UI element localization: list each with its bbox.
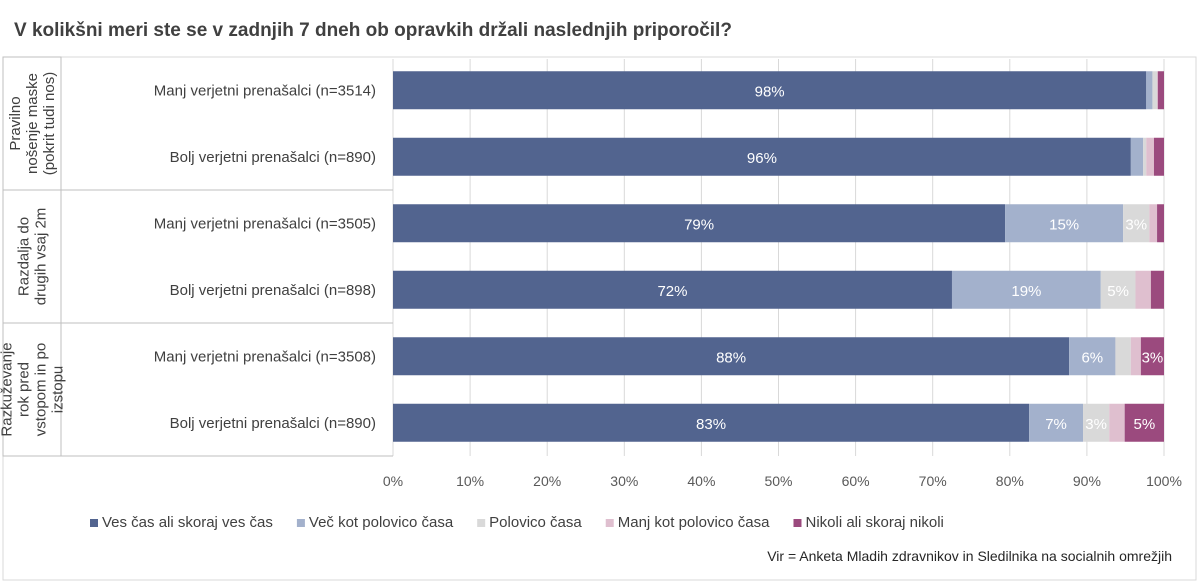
x-tick-label: 70% — [919, 473, 947, 489]
data-label: 5% — [1107, 283, 1129, 300]
data-label: 19% — [1011, 283, 1041, 300]
chart-border — [2, 56, 1197, 581]
bar-segment — [1069, 337, 1116, 376]
data-label: 15% — [1049, 216, 1079, 233]
bar-segment — [1123, 204, 1150, 243]
bar-segment — [1083, 403, 1110, 442]
bar-segment — [1157, 71, 1164, 110]
data-label: 5% — [1133, 416, 1155, 433]
bar-segment — [393, 137, 1131, 176]
data-label: 98% — [755, 83, 785, 100]
x-tick-label: 80% — [996, 473, 1024, 489]
bar-segment — [1130, 137, 1144, 176]
x-tick-label: 20% — [533, 473, 561, 489]
bar-segment — [393, 270, 952, 309]
data-label: 3% — [1125, 216, 1147, 233]
data-label: 83% — [696, 416, 726, 433]
category-label: Bolj verjetni prenašalci (n=898) — [170, 282, 376, 299]
data-label: 96% — [747, 150, 777, 167]
chart-title: V kolikšni meri ste se v zadnjih 7 dneh … — [14, 20, 732, 41]
legend-swatch — [90, 519, 98, 527]
bar-segment — [393, 337, 1070, 376]
bar-segment — [1135, 270, 1151, 309]
bar-segment — [393, 71, 1147, 110]
group-label: Pravilnonošenje maske(pokrit tudi nos) — [7, 72, 58, 175]
x-tick-label: 30% — [610, 473, 638, 489]
x-tick-label: 100% — [1146, 473, 1182, 489]
bar-segment — [1140, 337, 1164, 376]
legend-entry: Manj kot polovico časa — [618, 514, 770, 531]
legend-swatch — [605, 519, 614, 527]
bar-segment — [1005, 204, 1124, 243]
group-label: Razkuževanjerok predvstopom in poizstopu — [0, 342, 67, 436]
bar-segment — [1115, 337, 1131, 376]
bar-segment — [1124, 403, 1164, 442]
bar-segment — [1150, 270, 1164, 309]
bar-segment — [1109, 403, 1125, 442]
x-tick-label: 10% — [456, 473, 484, 489]
bar-segment — [951, 270, 1101, 309]
source-note: Vir = Anketa Mladih zdravnikov in Sledil… — [767, 548, 1172, 564]
category-label: Manj verjetni prenašalci (n=3508) — [154, 348, 376, 365]
data-label: 79% — [684, 216, 714, 233]
legend-entry: Več kot polovico časa — [309, 514, 454, 531]
data-label: 88% — [716, 349, 746, 366]
bar-segment — [1157, 71, 1158, 110]
legend-entry: Nikoli ali skoraj nikoli — [805, 514, 943, 531]
bar-segment — [393, 204, 1006, 243]
legend-swatch — [477, 519, 486, 527]
bar-segment — [1157, 204, 1164, 243]
bar-segment — [1152, 71, 1158, 110]
bar-segment — [1143, 137, 1147, 176]
legend-entry: Ves čas ali skoraj ves čas — [102, 514, 273, 531]
data-label: 3% — [1142, 349, 1164, 366]
bar-segment — [1146, 137, 1154, 176]
bar-segment — [393, 403, 1030, 442]
data-label: 6% — [1081, 349, 1103, 366]
x-tick-label: 50% — [764, 473, 792, 489]
bar-segment — [1029, 403, 1084, 442]
x-tick-label: 90% — [1073, 473, 1101, 489]
bar-segment — [1146, 71, 1153, 110]
group-label: Razdalja dodrugih vsaj 2m — [16, 208, 50, 306]
bar-segment — [1149, 204, 1158, 243]
data-label: 3% — [1085, 416, 1107, 433]
x-tick-label: 40% — [687, 473, 715, 489]
bar-segment — [1130, 337, 1141, 376]
category-label: Bolj verjetni prenašalci (n=890) — [170, 415, 376, 432]
category-label: Manj verjetni prenašalci (n=3505) — [154, 215, 376, 232]
category-label: Manj verjetni prenašalci (n=3514) — [154, 82, 376, 99]
data-label: 7% — [1045, 416, 1067, 433]
bar-segment — [1153, 137, 1164, 176]
bar-segment — [1100, 270, 1136, 309]
legend-swatch — [296, 519, 305, 527]
legend-entry: Polovico časa — [489, 514, 582, 531]
category-label: Bolj verjetni prenašalci (n=890) — [170, 149, 376, 166]
data-label: 72% — [657, 283, 687, 300]
x-tick-label: 0% — [383, 473, 403, 489]
x-tick-label: 60% — [842, 473, 870, 489]
legend-swatch — [793, 519, 802, 527]
